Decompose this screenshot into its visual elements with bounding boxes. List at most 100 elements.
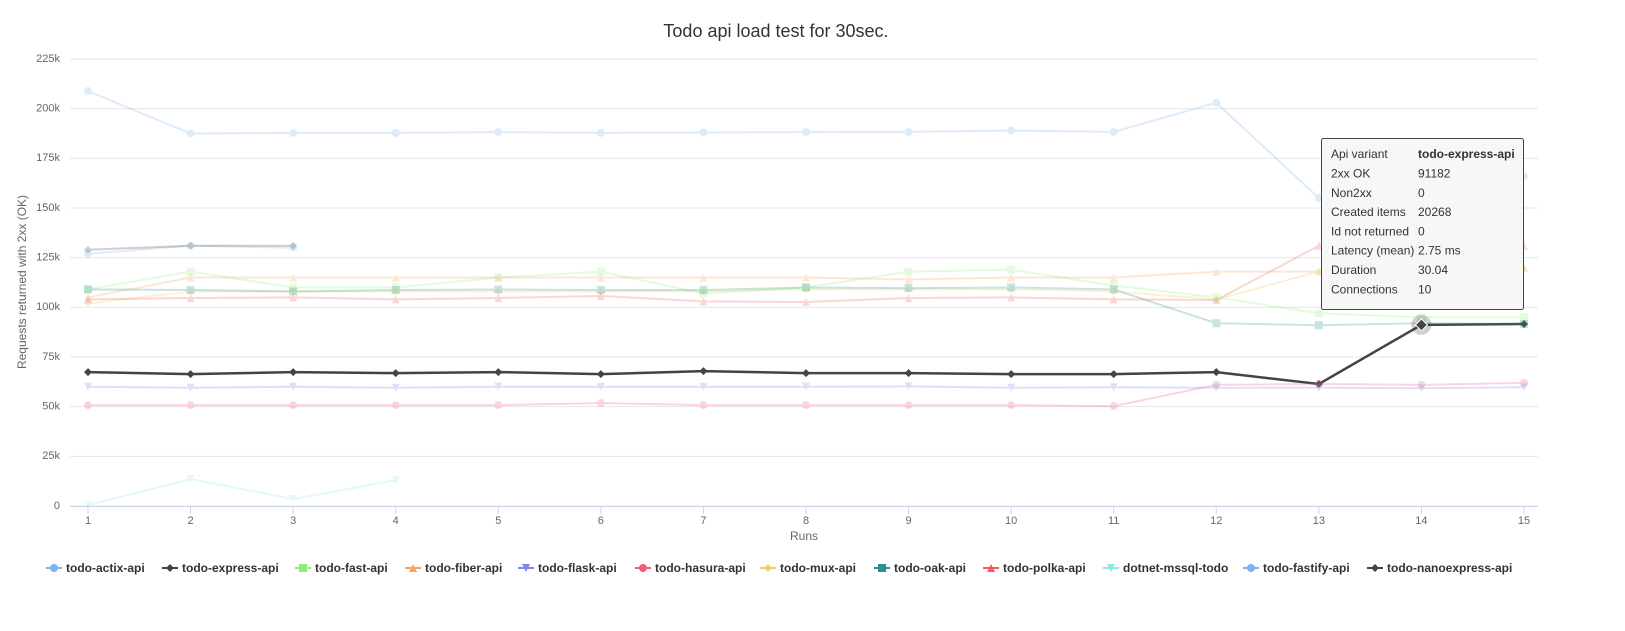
data-point [1212,383,1221,392]
legend-label: todo-polka-api [1003,561,1086,575]
data-point [1007,283,1016,292]
data-point [1007,383,1016,392]
data-point [391,401,400,410]
legend-label: todo-express-api [182,561,279,575]
data-point [802,369,810,378]
data-point [802,382,810,391]
data-point [802,283,810,292]
data-point [289,401,298,410]
data-point [1314,321,1323,330]
data-point [1109,370,1118,379]
data-point [596,128,605,137]
data-point [1314,383,1323,392]
y-tick-label: 225k [36,53,60,65]
y-tick-label: 125k [36,252,60,264]
x-tick-label: 11 [1108,515,1119,527]
series-line [87,385,1525,390]
data-point [596,286,605,295]
data-point [1212,295,1221,304]
legend-marker [1371,564,1379,572]
data-point [699,401,708,410]
data-point [596,292,605,301]
data-point [596,287,605,296]
data-point [904,293,913,302]
data-point [1417,380,1426,389]
data-point [186,287,195,296]
data-point [391,128,400,137]
tooltip-key: Api variant [1331,147,1388,161]
data-point [1212,319,1221,328]
data-point [699,286,708,295]
data-point [494,128,503,137]
data-point [1314,194,1323,203]
series [84,320,1528,389]
data-point [494,368,503,377]
data-point [1109,281,1118,290]
tooltip-key: Non2xx [1331,186,1372,200]
x-axis-label: Runs [790,529,818,543]
chart-title: Todo api load test for 30sec. [663,21,888,41]
data-point [699,287,708,296]
y-tick-label: 100k [36,301,60,313]
data-point [904,267,913,276]
tooltip-value: 91182 [1418,166,1451,180]
legend-marker [299,564,307,572]
data-point [186,267,195,276]
series [84,86,1528,203]
legend-label: dotnet-mssql-todo [1123,561,1228,575]
tooltip-value: todo-express-api [1418,147,1515,161]
data-point [1520,313,1528,322]
data-point [84,382,92,391]
legend-marker [878,564,886,572]
data-point [84,86,92,95]
data-point [84,295,92,304]
data-point [904,275,913,284]
series [84,263,1528,302]
data-point [289,382,298,391]
legend-marker [166,564,174,572]
tooltip-value: 0 [1418,186,1425,200]
x-tick-label: 9 [906,515,912,527]
data-point [1212,295,1221,304]
data-point [84,501,92,510]
x-tick-label: 14 [1415,515,1427,527]
x-tick-label: 15 [1518,515,1530,527]
data-point [699,382,708,391]
legend-label: todo-fiber-api [425,561,502,575]
tooltip-key: Latency (mean) [1331,244,1414,258]
data-point [802,273,810,282]
legend-label: todo-hasura-api [655,561,746,575]
data-point [84,293,92,302]
y-tick-label: 175k [36,152,60,164]
data-point [1314,241,1323,250]
series-line [87,90,1525,200]
data-point [391,383,400,392]
data-point [391,476,400,485]
data-point [494,293,503,302]
series-line [87,244,294,255]
data-point [186,273,195,282]
x-tick-label: 2 [188,515,194,527]
data-point [186,293,195,302]
data-point [699,273,708,282]
data-point [1007,126,1016,135]
data-point [1109,287,1118,296]
y-tick-label: 0 [54,500,60,512]
series-line [88,381,1525,408]
series [84,241,298,258]
data-point [904,284,913,293]
series [84,382,1528,393]
y-tick-label: 150k [36,202,60,214]
data-point [289,128,298,137]
legend-label: todo-nanoexpress-api [1387,561,1512,575]
data-point [186,241,195,250]
y-tick-label: 75k [42,351,60,363]
data-point [1314,267,1323,276]
data-point [84,245,92,254]
tooltip-value: 0 [1418,224,1425,238]
data-point [391,273,400,282]
hover-point [1414,318,1429,332]
data-point [802,297,810,306]
legend-marker [1247,564,1255,572]
